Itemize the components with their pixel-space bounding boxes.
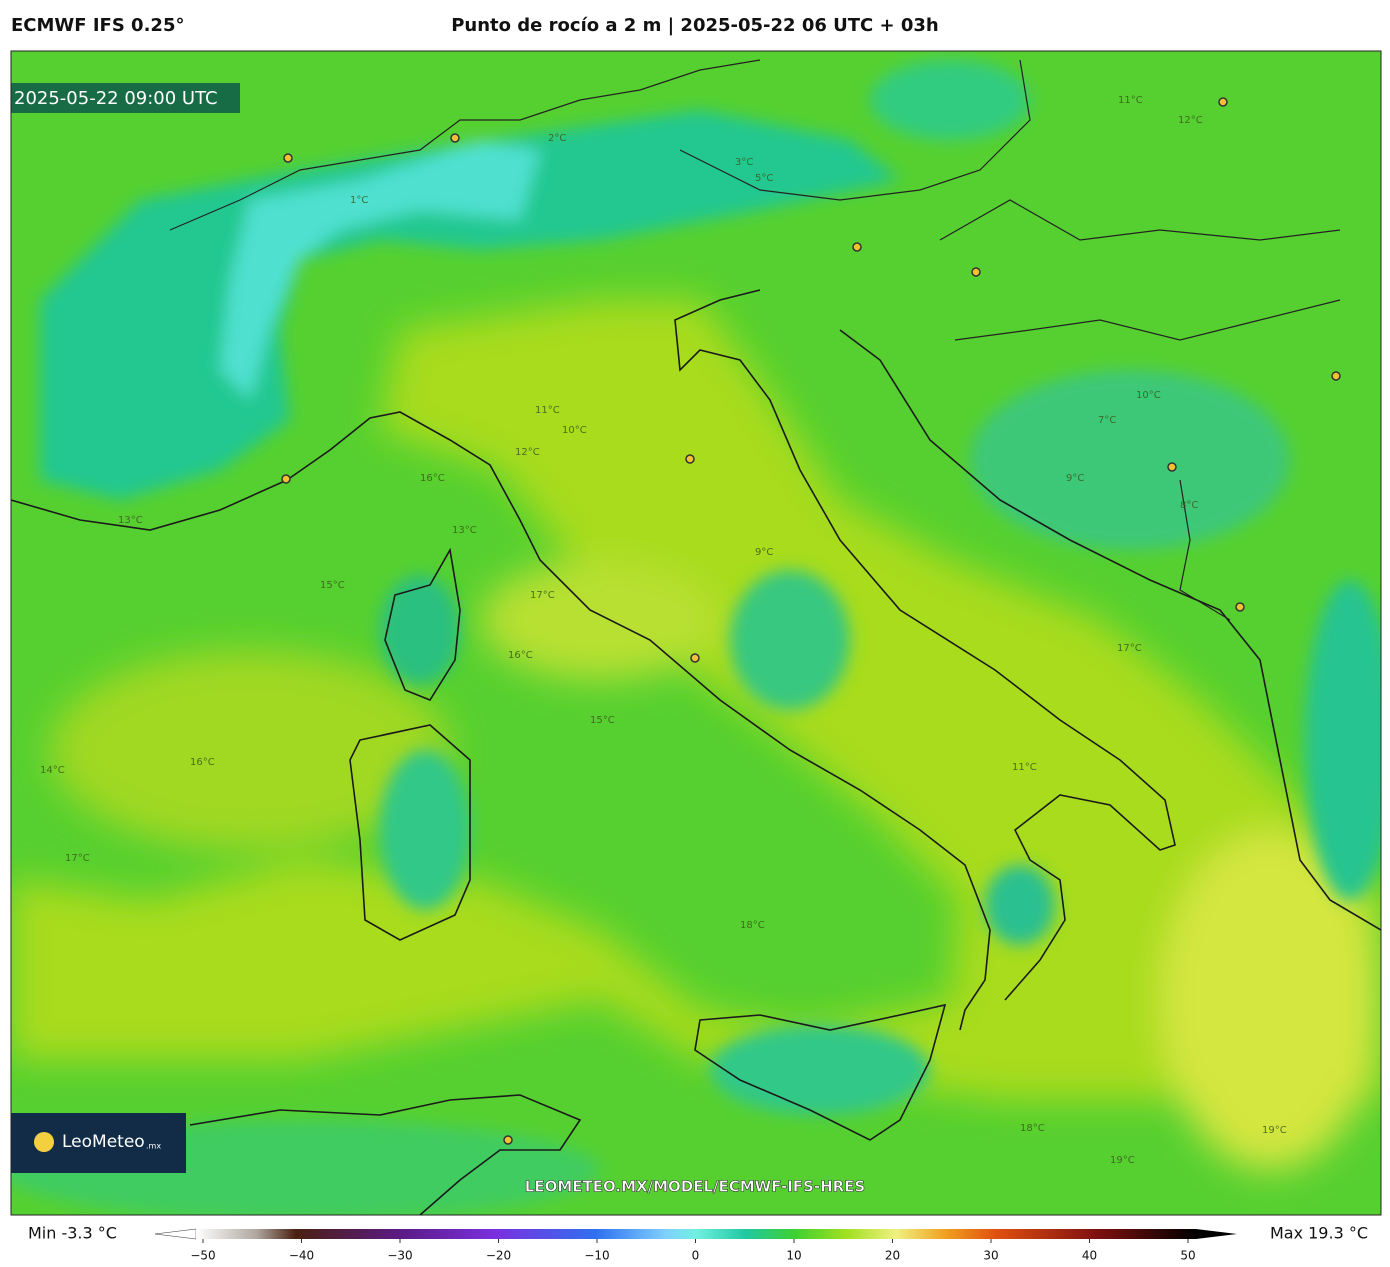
colorbar-tick-label: 30: [983, 1249, 998, 1263]
colorbar-tick-label: −50: [190, 1249, 215, 1263]
colorbar-min: Min -3.3 °C: [28, 1224, 117, 1243]
contour-label: 9°C: [1066, 473, 1084, 484]
contour-label: 7°C: [1098, 415, 1116, 426]
colorbar-tick-label: −40: [289, 1249, 314, 1263]
contour-label: 13°C: [118, 515, 143, 526]
contour-label: 3°C: [735, 157, 753, 168]
contour-label: 2°C: [548, 133, 566, 144]
contour-label: 17°C: [65, 853, 90, 864]
contour-label: 18°C: [1020, 1123, 1045, 1134]
contour-label: 12°C: [515, 447, 540, 458]
contour-label: 16°C: [420, 473, 445, 484]
colorbar-tick-label: −20: [486, 1249, 511, 1263]
colorbar-max: Max 19.3 °C: [1270, 1224, 1368, 1243]
contour-label: 15°C: [320, 580, 345, 591]
contour-label: 18°C: [740, 920, 765, 931]
map-title: Punto de rocío a 2 m | 2025-05-22 06 UTC…: [451, 15, 939, 36]
contour-label: 10°C: [562, 425, 587, 436]
contour-label: 13°C: [452, 525, 477, 536]
contour-label: 9°C: [755, 547, 773, 558]
cities: [281, 97, 1341, 1145]
source-url: LEOMETEO.MX/MODEL/ECMWF-IFS-HRES: [525, 1178, 865, 1196]
colorbar: [196, 1229, 1196, 1239]
colorbar-tick-label: 40: [1082, 1249, 1097, 1263]
colorbar-tick-label: 50: [1180, 1249, 1195, 1263]
model-name: ECMWF IFS 0.25°: [11, 15, 184, 36]
colorbar-tick-label: 10: [786, 1249, 801, 1263]
colorbar-tick-label: −30: [387, 1249, 412, 1263]
contour-label: 12°C: [1178, 115, 1203, 126]
contour-label: 8°C: [1180, 500, 1198, 511]
logo-suffix: .mx: [146, 1142, 161, 1151]
contour-label: 19°C: [1110, 1155, 1135, 1166]
contour-label: 16°C: [508, 650, 533, 661]
contour-label: 11°C: [1012, 762, 1037, 773]
colorbar-tick-label: −10: [584, 1249, 609, 1263]
colorbar-tick-label: 20: [885, 1249, 900, 1263]
contour-label: 15°C: [590, 715, 615, 726]
contour-label: 14°C: [40, 765, 65, 776]
colorbar-ticks: −50 −40 −30 −20 −10 0 10 20 30 40 50: [190, 1239, 1196, 1263]
logo-name: LeoMeteo: [62, 1132, 145, 1152]
contour-label: 11°C: [1118, 95, 1143, 106]
contour-label: 10°C: [1136, 390, 1161, 401]
map-area: 16°C11°C10°C12°C17°C15°C14°C13°C9°C8°C1°…: [11, 51, 1381, 1215]
contour-label: 1°C: [350, 195, 368, 206]
colorbar-tick-label: 0: [692, 1249, 700, 1263]
contour-label: 17°C: [530, 590, 555, 601]
valid-time: 2025-05-22 09:00 UTC: [14, 88, 218, 109]
contour-label: 17°C: [1117, 643, 1142, 654]
contour-labels: 16°C11°C10°C12°C17°C15°C14°C13°C9°C8°C1°…: [40, 95, 1287, 1166]
contour-label: 19°C: [1262, 1125, 1287, 1136]
contour-label: 11°C: [535, 405, 560, 416]
contour-label: 5°C: [755, 173, 773, 184]
contour-label: 16°C: [190, 757, 215, 768]
